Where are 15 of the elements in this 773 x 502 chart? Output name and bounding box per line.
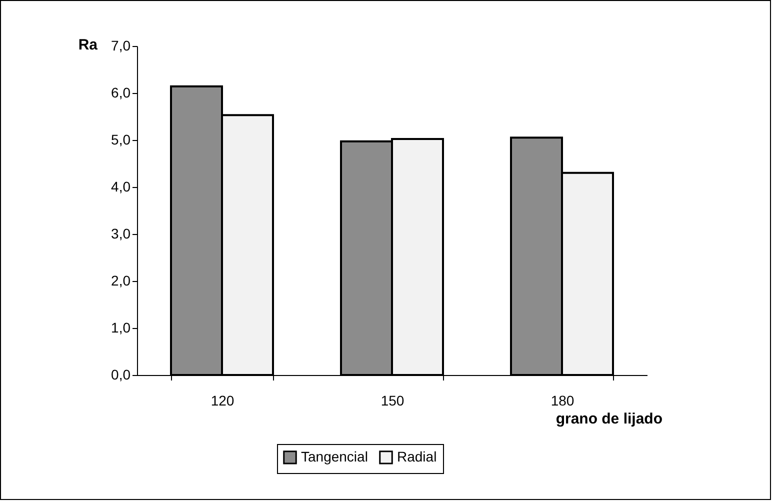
- y-tick-label: 0,0: [111, 366, 131, 382]
- y-tick-label: 1,0: [111, 320, 131, 336]
- x-tick-label: 120: [210, 392, 234, 408]
- y-tick-label: 6,0: [111, 84, 131, 100]
- legend-label: Tangencial: [301, 448, 368, 464]
- legend-label: Radial: [397, 448, 437, 464]
- x-tick-label: 150: [380, 392, 404, 408]
- y-tick-label: 4,0: [111, 178, 131, 194]
- y-tick-label: 7,0: [111, 38, 131, 54]
- y-tick-label: 3,0: [111, 226, 131, 242]
- x-axis-title: grano de lijado: [556, 410, 662, 428]
- y-tick-label: 2,0: [111, 272, 131, 288]
- x-tick-label: 180: [550, 392, 574, 408]
- y-tick-label: 5,0: [111, 132, 131, 148]
- y-axis-title: Ra: [78, 36, 98, 54]
